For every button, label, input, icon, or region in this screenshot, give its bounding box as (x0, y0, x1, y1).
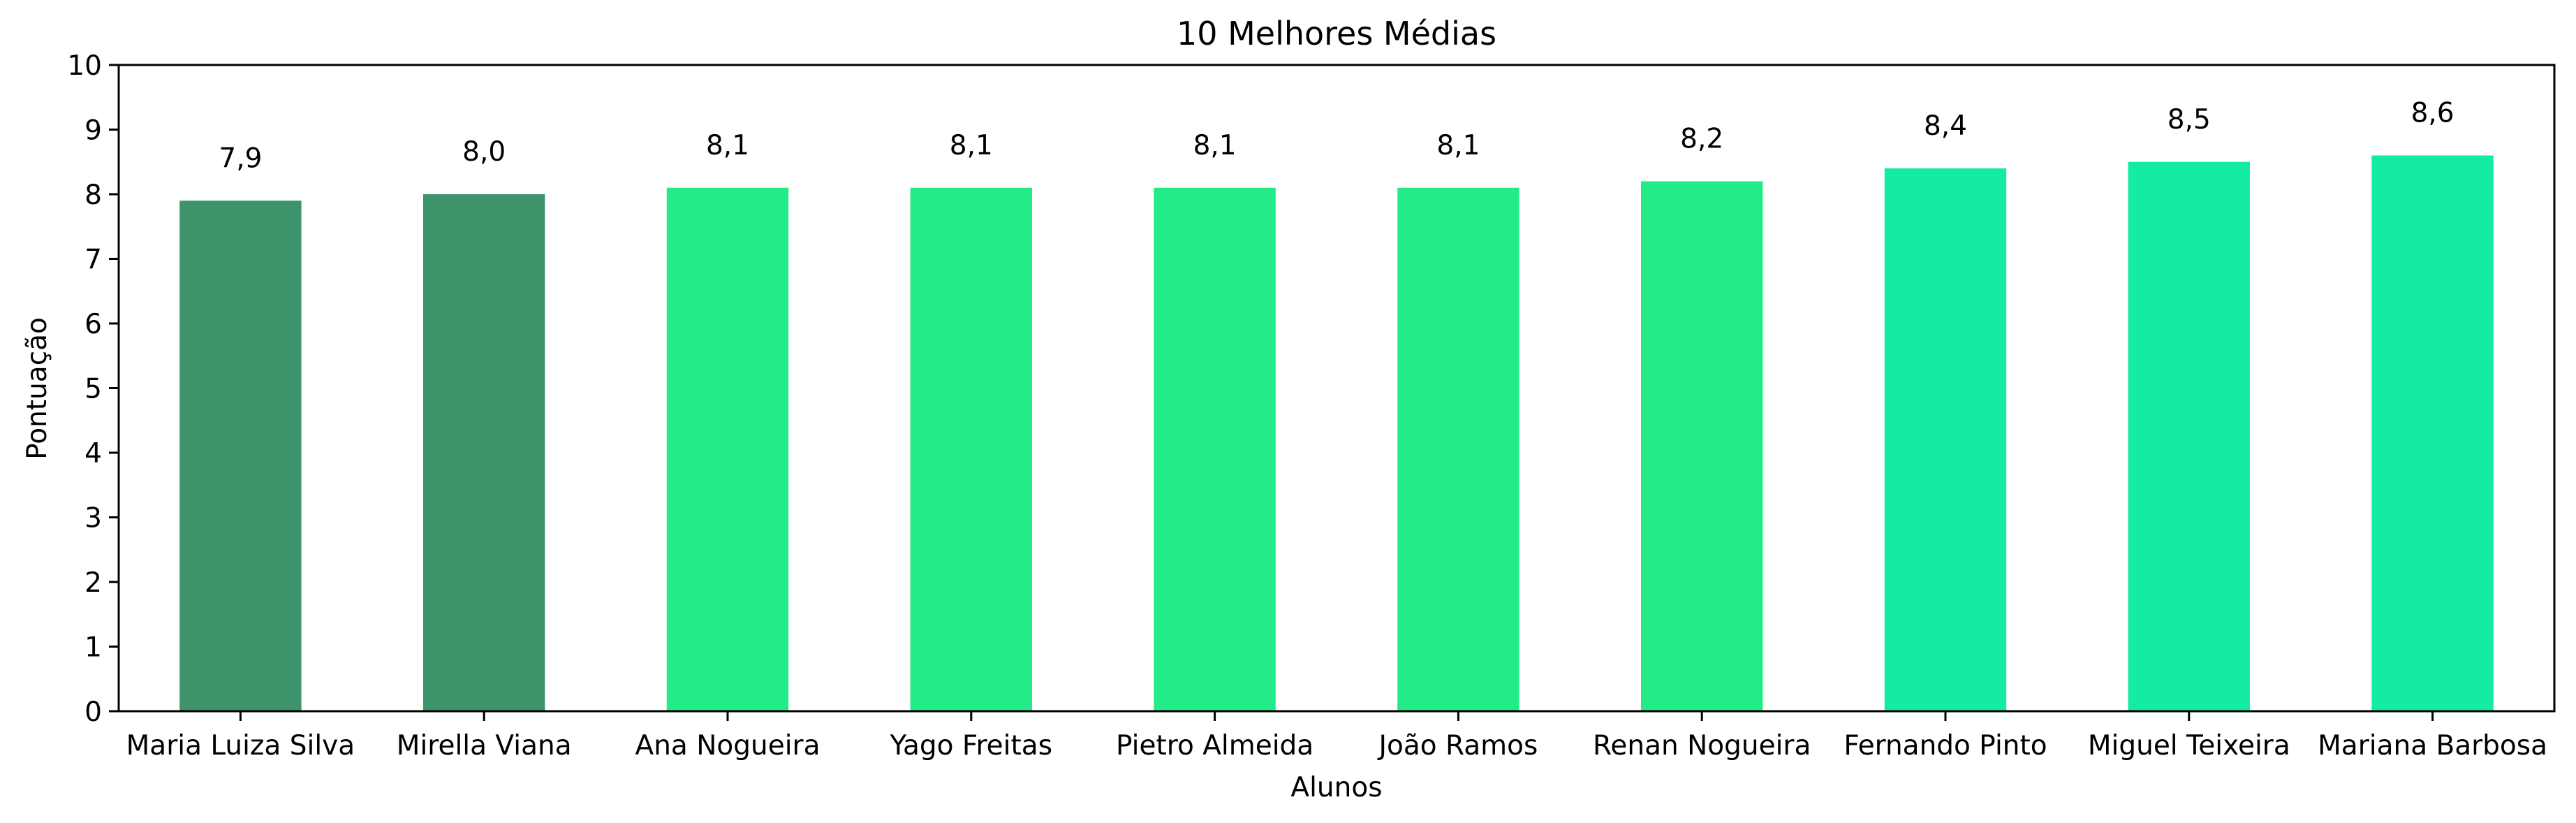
bar (1397, 187, 1519, 711)
y-tick-label: 2 (84, 567, 102, 599)
x-tick-label: Renan Nogueira (1593, 730, 1811, 762)
bar (1884, 168, 2007, 711)
y-tick-label: 1 (84, 632, 102, 664)
bar (2128, 161, 2250, 711)
y-tick-label: 3 (84, 503, 102, 534)
bar (666, 187, 789, 711)
x-tick-label: Miguel Teixeira (2088, 730, 2290, 762)
x-tick-label: Ana Nogueira (635, 730, 820, 762)
plot-frame (117, 64, 2556, 713)
bar-value-label: 8,1 (950, 130, 993, 161)
x-axis-ticks: Maria Luiza Silva Mirella Viana Ana Noguei… (126, 711, 2547, 762)
bar (1154, 187, 1276, 711)
bar (423, 194, 545, 711)
x-tick-label: Mariana Barbosa (2318, 730, 2547, 762)
x-tick-label: Pietro Almeida (1116, 730, 1313, 762)
bar (2371, 155, 2494, 711)
x-tick-label: João Ramos (1376, 730, 1538, 762)
bar (179, 201, 302, 711)
x-tick-label: Fernando Pinto (1843, 730, 2047, 762)
bar-value-label: 8,1 (706, 130, 749, 161)
x-tick-label: Maria Luiza Silva (126, 730, 355, 762)
x-tick-label: Mirella Viana (397, 730, 572, 762)
y-tick-label: 9 (84, 115, 102, 147)
y-tick-label: 5 (84, 374, 102, 405)
bar-value-label: 8,6 (2411, 98, 2454, 129)
bar-value-label: 8,1 (1436, 130, 1480, 161)
x-tick-label: Yago Freitas (890, 730, 1052, 762)
y-tick-label: 4 (84, 438, 102, 469)
y-tick-label: 7 (84, 245, 102, 276)
y-tick-label: 6 (84, 309, 102, 340)
bar-value-label: 8,5 (2167, 104, 2211, 136)
bar-value-label: 8,0 (462, 136, 506, 168)
bar-value-label: 7,9 (219, 143, 262, 174)
bar-value-label: 8,4 (1924, 110, 1967, 142)
y-tick-label: 8 (84, 180, 102, 211)
chart-title: 10 Melhores Médias (1177, 15, 1496, 52)
bar-value-label: 8,2 (1680, 124, 1723, 155)
y-axis-ticks: 0 1 2 3 4 5 6 7 8 9 10 (67, 50, 119, 728)
y-tick-label: 0 (84, 697, 102, 728)
bars (179, 155, 2494, 711)
y-axis-label: Pontuação (22, 317, 53, 460)
bar-data-labels: 7,9 8,0 8,1 8,1 8,1 8,1 8,2 8,4 8,5 8,6 (219, 98, 2454, 175)
bar (1641, 181, 1763, 711)
bar-value-label: 8,1 (1193, 130, 1237, 161)
y-tick-label: 10 (67, 50, 102, 82)
x-axis-label: Alunos (1290, 772, 1382, 803)
bar (910, 187, 1032, 711)
